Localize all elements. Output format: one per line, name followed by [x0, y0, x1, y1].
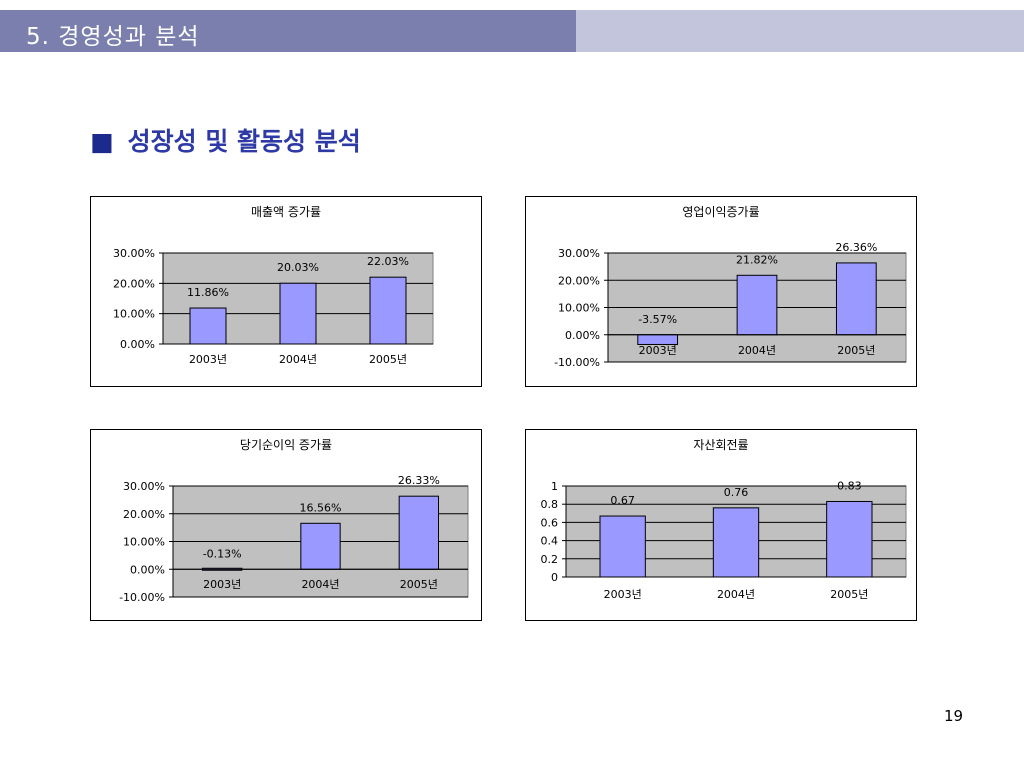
chart-svg: 자산회전률 0 0.2 0.4 0.6 0.8 1 0.67 2003년 0.76 2004년 0.8…	[541, 438, 907, 601]
x-tick-label: 2004년	[301, 578, 339, 591]
y-tick-label: 30.00%	[558, 247, 600, 260]
chart-title: 영업이익증가률	[682, 205, 759, 219]
bar	[835, 262, 877, 336]
x-tick-label: 2003년	[604, 588, 642, 601]
y-tick-label: 0	[551, 571, 558, 584]
y-tick-label: 0.4	[541, 535, 559, 548]
y-tick-label: 0.00%	[120, 338, 155, 351]
bar	[279, 282, 317, 345]
y-tick-label: -10.00%	[119, 591, 165, 604]
y-tick-label: 1	[551, 480, 558, 493]
y-tick-label: 0.00%	[130, 563, 165, 576]
page-number: 19	[944, 707, 964, 725]
bar	[189, 307, 227, 345]
data-label: 21.82%	[736, 253, 778, 266]
y-tick-label: 30.00%	[113, 247, 155, 260]
y-tick-label: -10.00%	[554, 356, 600, 369]
chart-title: 매출액 증가률	[251, 205, 321, 219]
y-tick-label: 20.00%	[558, 274, 600, 287]
bar	[599, 515, 646, 578]
data-label: -3.57%	[638, 313, 677, 326]
bar	[826, 500, 873, 578]
y-tick-label: 0.00%	[565, 329, 600, 342]
y-tick-label: 0.8	[541, 498, 559, 511]
data-label: 0.83	[837, 479, 862, 492]
data-label: -0.13%	[203, 547, 242, 560]
x-tick-label: 2004년	[738, 344, 776, 357]
section-title-text: 성장성 및 활동성 분석	[127, 127, 361, 156]
data-label: 11.86%	[187, 286, 229, 299]
data-label: 16.56%	[300, 501, 342, 514]
data-label: 26.36%	[835, 241, 877, 254]
chart-operating-profit-growth: 영업이익증가률 -10.00% 0.00% 10.00% 20.00% 30.00% -3.…	[525, 196, 917, 387]
data-label: 0.76	[724, 486, 749, 499]
y-tick-label: 0.2	[541, 553, 559, 566]
bar	[369, 276, 407, 345]
chart-svg: 당기순이익 증가률 -10.00% 0.00% 10.00% 20.00% 30.00% -…	[119, 438, 469, 604]
x-tick-label: 2004년	[717, 588, 755, 601]
page-title: 5. 경영성과 분석	[26, 24, 200, 50]
y-tick-label: 10.00%	[113, 308, 155, 321]
y-tick-label: 20.00%	[113, 277, 155, 290]
chart-title: 자산회전률	[693, 438, 748, 452]
chart-svg: 매출액 증가률 0.00% 10.00% 20.00% 30.00% 11.86% 2003…	[113, 205, 434, 366]
x-tick-label: 2003년	[639, 344, 677, 357]
chart-title: 당기순이익 증가률	[240, 438, 332, 452]
data-label: 20.03%	[277, 261, 319, 274]
y-tick-label: 10.00%	[123, 536, 165, 549]
bar	[712, 507, 760, 578]
section-title: ■ 성장성 및 활동성 분석	[90, 122, 361, 158]
x-tick-label: 2003년	[189, 353, 227, 366]
x-tick-label: 2003년	[203, 578, 241, 591]
data-label: 0.67	[610, 494, 635, 507]
y-tick-label: 0.6	[541, 516, 559, 529]
chart-net-income-growth: 당기순이익 증가률 -10.00% 0.00% 10.00% 20.00% 30.00% -…	[90, 429, 482, 621]
y-tick-label: 10.00%	[558, 302, 600, 315]
x-tick-label: 2005년	[837, 344, 875, 357]
x-tick-label: 2005년	[369, 353, 407, 366]
chart-sales-growth: 매출액 증가률 0.00% 10.00% 20.00% 30.00% 11.86% 2003…	[90, 196, 482, 387]
x-tick-label: 2005년	[830, 588, 868, 601]
y-tick-label: 30.00%	[123, 480, 165, 493]
chart-svg: 영업이익증가률 -10.00% 0.00% 10.00% 20.00% 30.00% -3.…	[554, 205, 907, 369]
data-label: 26.33%	[398, 474, 440, 487]
bar	[398, 495, 439, 570]
y-tick-label: 20.00%	[123, 508, 165, 521]
header-title-panel: 5. 경영성과 분석	[0, 10, 576, 52]
data-label: 22.03%	[367, 255, 409, 268]
x-tick-label: 2005년	[400, 578, 438, 591]
square-bullet-icon: ■	[90, 127, 114, 156]
bar	[300, 522, 341, 570]
x-tick-label: 2004년	[279, 353, 317, 366]
header-bar: 5. 경영성과 분석	[0, 10, 1024, 52]
chart-asset-turnover: 자산회전률 0 0.2 0.4 0.6 0.8 1 0.67 2003년 0.76 2004년 0.8…	[525, 429, 917, 621]
bar	[736, 274, 778, 336]
